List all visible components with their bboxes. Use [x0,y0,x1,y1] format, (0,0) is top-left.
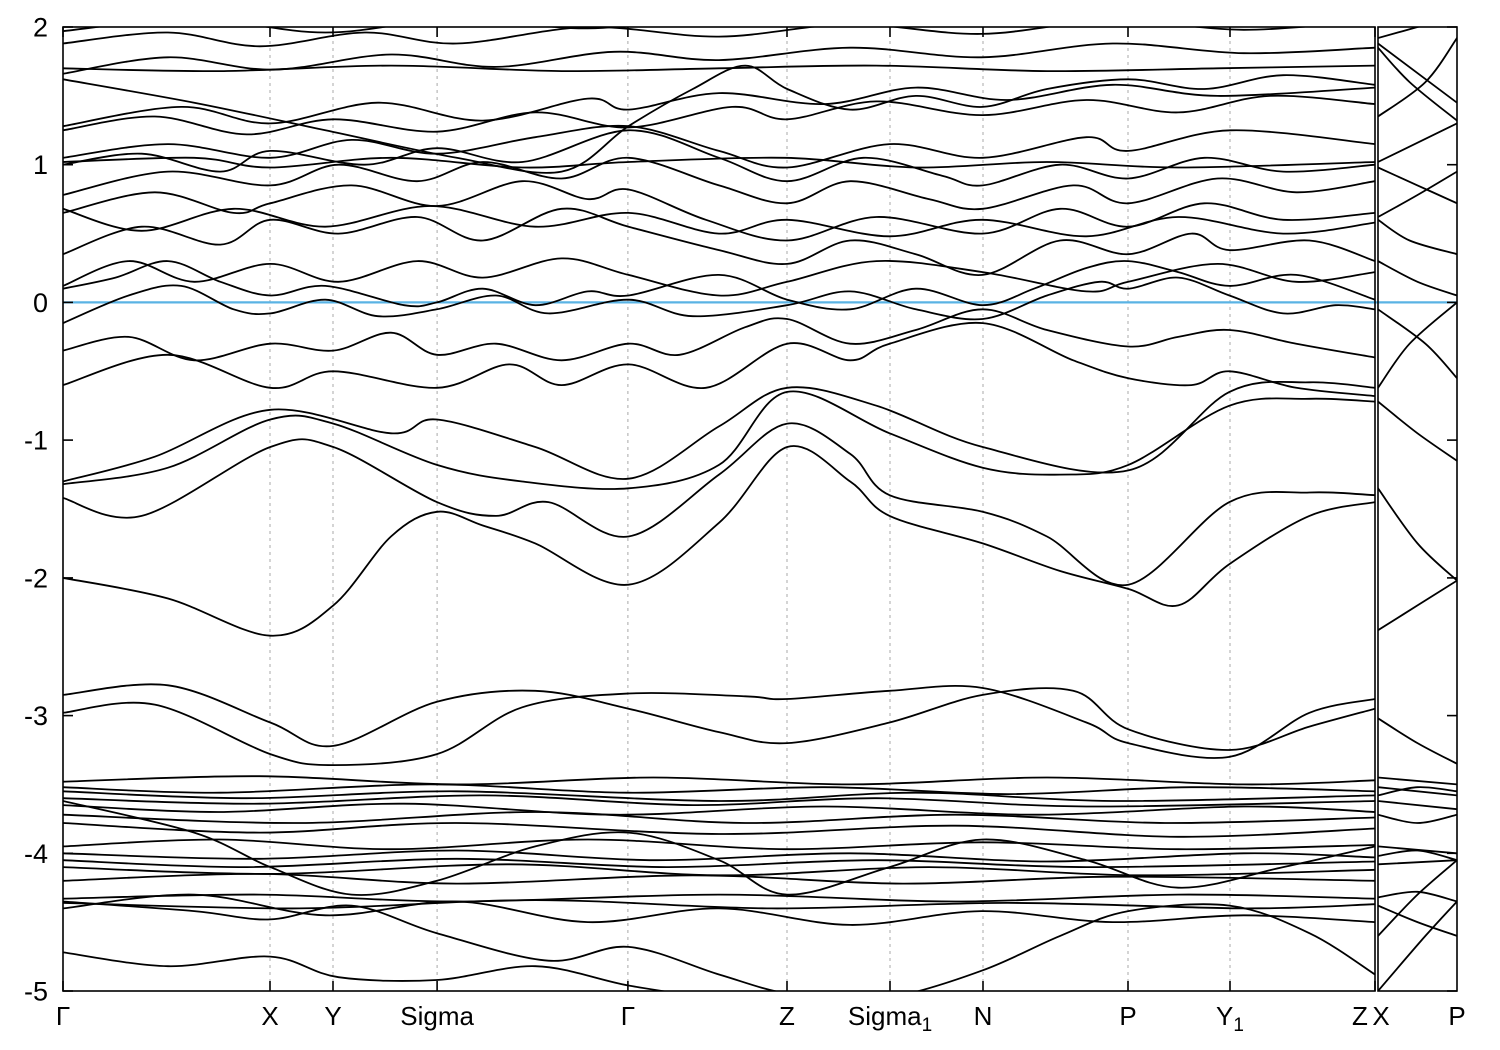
kpoint-label: P [1448,1001,1465,1031]
band-line [1378,579,1457,632]
y-tick-label: -2 [24,563,48,593]
band-line [63,893,1375,926]
kpoint-label: Γ [621,1001,635,1031]
band-line [63,260,1375,311]
band-line [1378,717,1457,765]
band-line [1378,170,1457,218]
y-tick-label: -5 [24,976,48,1006]
kpoint-label: Z [1352,1001,1368,1031]
band-line [1378,42,1457,104]
band-line [1378,122,1457,163]
band-line [63,390,1375,490]
y-tick-label: -3 [24,701,48,731]
band-line [63,308,1375,362]
band-line [1378,890,1457,903]
band-line [63,838,1375,851]
kpoint-label: X [1372,1001,1389,1031]
band-line [63,156,1375,211]
band-line [1378,776,1457,786]
band-line [1378,308,1457,380]
y-tick-label: -1 [24,426,48,456]
kpoint-label: Y1 [1216,1001,1244,1036]
band-line [63,857,1375,869]
kpoint-labels: Γ X Y Sigma Γ Z Sigma1 N P Y1 Z X P [56,1001,1466,1036]
band-line [1378,46,1457,122]
band-lines [63,27,1457,991]
kpoint-label: N [974,1001,993,1031]
band-line [63,872,1375,885]
band-line [63,811,1375,824]
y-tick-label: -4 [24,839,48,869]
y-tick-label: 2 [33,12,48,42]
band-line [63,64,1375,73]
band-line [63,156,1375,169]
kpoint-label: Z [779,1001,795,1031]
band-line [63,380,1375,483]
kpoint-label: Γ [56,1001,70,1031]
band-line [1378,301,1457,389]
main-bands [63,27,1375,991]
band-line [1378,813,1457,824]
kpoint-label: X [261,1001,278,1031]
band-line [1378,27,1421,39]
band-line [63,775,1375,786]
band-line [1378,260,1457,297]
band-line [63,903,1375,991]
band-line [1378,37,1457,118]
axis-ticks [62,26,1457,992]
band-line [63,276,1375,324]
band-line [63,94,1375,136]
band-line [1378,904,1457,937]
band-line [1378,786,1457,797]
kpoint-gridlines [269,27,1379,991]
band-line [63,129,1375,187]
band-line [1378,859,1457,937]
band-line [63,422,1375,587]
y-axis-tick-labels: 2 1 0 -1 -2 -3 -4 -5 [24,12,48,1006]
band-line [63,783,1375,795]
band-line [1378,800,1457,811]
y-tick-label: 0 [33,288,48,318]
band-line [63,790,1375,802]
band-line [63,822,1375,838]
band-line [63,445,1375,637]
band-line [63,900,779,991]
band-line [63,685,1375,766]
band-line [1378,900,1457,991]
band-line [63,27,1312,48]
y-tick-label: 1 [33,150,48,180]
band-line [63,27,623,34]
band-line [63,899,1375,910]
band-line [63,83,1375,128]
band-line [63,683,1375,751]
band-line [1378,400,1457,462]
band-line [63,207,1375,276]
band-line [1378,218,1457,256]
band-line [63,802,1375,816]
plot-borders [62,26,1458,992]
band-line [63,257,1375,297]
kpoint-label: Sigma1 [848,1001,932,1036]
band-line [63,893,1375,903]
band-line [63,321,1375,397]
side-bands [1378,27,1457,991]
kpoint-label: Sigma [400,1001,474,1031]
band-line [1378,859,1457,866]
band-line [63,64,1375,174]
band-line [63,794,1375,808]
band-line [1378,166,1457,205]
band-line [63,180,1375,242]
side-panel-border [1377,26,1458,992]
band-line [63,124,1375,169]
band-line [1378,487,1457,582]
main-panel-border [62,26,1376,992]
band-line [63,800,1375,896]
kpoint-label: P [1119,1001,1136,1031]
band-line [1378,786,1457,797]
kpoint-label: Y [324,1001,341,1031]
band-line [1378,849,1457,862]
band-line [63,849,1375,863]
